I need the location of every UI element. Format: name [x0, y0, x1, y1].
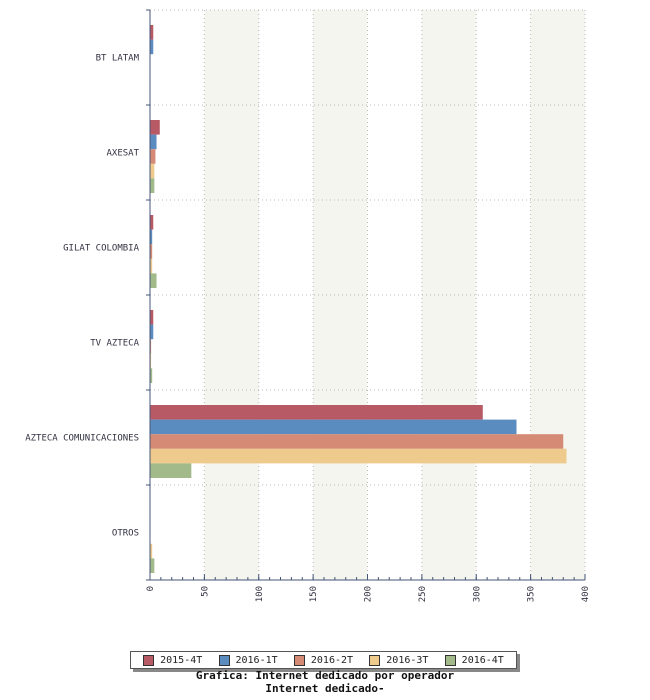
- legend-label: 2015-4T: [160, 654, 203, 666]
- legend-swatch: [444, 654, 456, 666]
- legend-item: 2016-2T: [293, 654, 354, 666]
- legend-label: 2016-3T: [386, 654, 429, 666]
- bar-2016-3T-tv-azteca: [150, 353, 152, 369]
- bar-2016-2T-gilat-colombia: [150, 244, 153, 259]
- legend-item: 2016-1T: [218, 654, 278, 666]
- gridlines: [150, 9, 586, 580]
- legend-swatch: [218, 654, 230, 666]
- bar-2016-1T-bt-latam: [150, 39, 154, 55]
- bar-2016-3T-axesat: [150, 163, 155, 179]
- legend-swatch: [369, 654, 381, 666]
- bars: [150, 25, 567, 573]
- chart-caption-line-2: Internet dedicado-: [265, 682, 385, 695]
- bar-2016-3T-otros: [150, 543, 153, 559]
- x-tick-label: 250: [418, 586, 428, 602]
- x-tick-label: 350: [527, 586, 537, 602]
- bar-2016-3T-gilat-colombia: [150, 258, 153, 274]
- category-labels: BT LATAM AXESAT GILAT COLOMBIA TV AZTECA AZT…: [25, 54, 139, 539]
- bar-2016-4T-gilat-colombia: [150, 273, 157, 288]
- chart-caption-line-1: Grafica: Internet dedicado por operador: [195, 669, 455, 682]
- bar-2016-1T-gilat-colombia: [150, 229, 153, 245]
- bar-2015-4T-bt-latam: [150, 25, 154, 40]
- bar-2016-2T-tv-azteca: [150, 339, 152, 354]
- bar-2016-2T-azteca-comunicaciones: [150, 434, 564, 449]
- legend-swatch: [293, 654, 305, 666]
- category-label: AZTECA COMUNICACIONES: [25, 434, 139, 444]
- x-tick-label: 100: [255, 586, 265, 602]
- bar-2015-4T-axesat: [150, 120, 160, 135]
- tick-labels: 0 50 100 150 200 250 300 350 400: [146, 586, 591, 602]
- legend-label: 2016-2T: [310, 654, 354, 666]
- category-label: AXESAT: [106, 149, 139, 159]
- bar-2016-4T-azteca-comunicaciones: [150, 463, 192, 478]
- x-tick-label: 400: [581, 586, 591, 602]
- x-tick-label: 0: [146, 586, 156, 591]
- background-band: [204, 10, 259, 580]
- bar-2015-4T-azteca-comunicaciones: [150, 405, 483, 420]
- legend-item: 2016-3T: [369, 654, 429, 666]
- category-label: TV AZTECA: [90, 339, 139, 349]
- legend-swatch: [143, 654, 155, 666]
- background-band: [313, 10, 368, 580]
- bar-2016-2T-axesat: [150, 149, 156, 164]
- category-label: BT LATAM: [96, 54, 140, 64]
- x-tick-label: 150: [309, 586, 319, 602]
- category-label: OTROS: [112, 529, 139, 539]
- bar-2016-1T-axesat: [150, 134, 157, 150]
- legend-label: 2016-4T: [461, 654, 504, 666]
- bar-2016-1T-tv-azteca: [150, 324, 154, 340]
- x-tick-label: 200: [364, 586, 374, 602]
- category-label: GILAT COLOMBIA: [63, 244, 139, 254]
- legend: 2015-4T 2016-1T 2016-2T 2016-3T 2016-4T: [130, 651, 517, 669]
- bar-2016-4T-otros: [150, 558, 155, 573]
- axes: [146, 9, 586, 581]
- legend-item: 2015-4T: [143, 654, 203, 666]
- x-tick-label: 50: [200, 586, 210, 597]
- bar-2016-4T-tv-azteca: [150, 368, 153, 383]
- legend-label: 2016-1T: [235, 654, 278, 666]
- bar-2015-4T-gilat-colombia: [150, 215, 154, 230]
- x-tick-label: 300: [472, 586, 482, 602]
- legend-item: 2016-4T: [444, 654, 504, 666]
- bar-2016-4T-axesat: [150, 178, 155, 193]
- bar-2016-3T-azteca-comunicaciones: [150, 448, 567, 464]
- bar-2015-4T-tv-azteca: [150, 310, 154, 325]
- background-band: [530, 10, 585, 580]
- bar-2016-1T-azteca-comunicaciones: [150, 419, 517, 435]
